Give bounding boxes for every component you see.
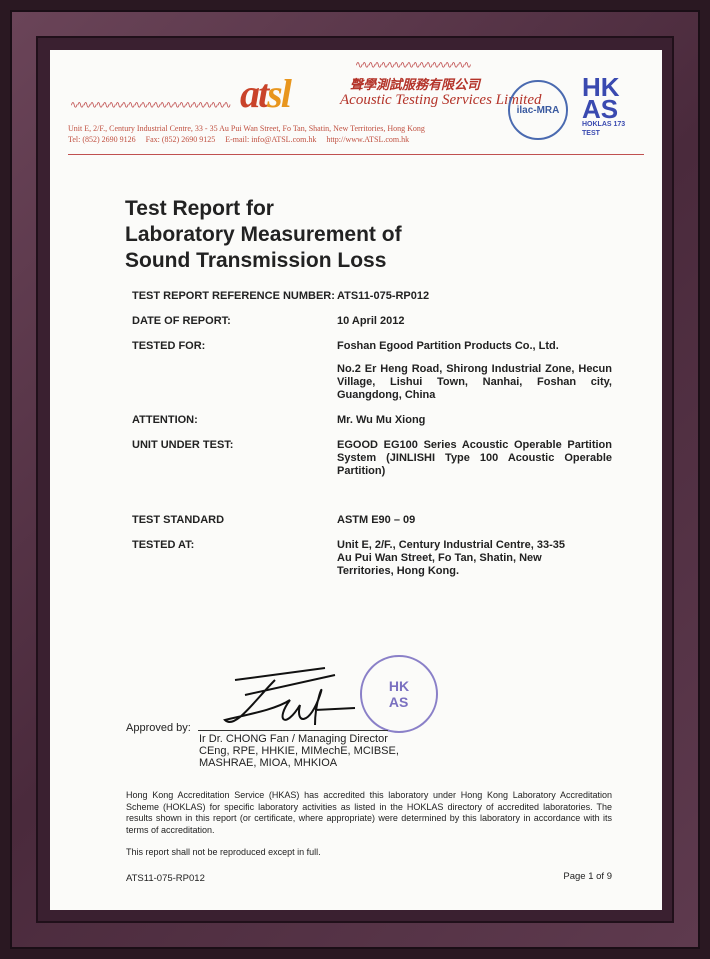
field-row: No.2 Er Heng Road, Shirong Industrial Zo… — [337, 363, 612, 401]
field-row: TESTED FOR: Foshan Egood Partition Produc… — [132, 340, 559, 352]
company-name-en: Acoustic Testing Services Limited — [340, 92, 542, 108]
address: Unit E, 2/F., Century Industrial Centre,… — [68, 124, 425, 133]
footer-reference: ATS11-075-RP012 — [126, 873, 205, 884]
certificate-page: ∿∿∿∿∿∿∿∿∿∿∿∿∿∿∿∿∿∿∿∿∿∿∿∿∿ ∿∿∿∿∿∿∿∿∿∿∿∿∿∿… — [50, 50, 662, 910]
atsl-logo: atsl — [240, 71, 292, 116]
contact: Tel: (852) 2690 9126 Fax: (852) 2690 912… — [68, 135, 410, 144]
approver-qualifications: CEng, RPE, HHKIE, MIMechE, MCIBSE, — [199, 745, 399, 757]
report-title: Test Report for Laboratory Measurement of… — [125, 197, 402, 272]
field-row: UNIT UNDER TEST: EGOOD EG100 Series Acous… — [132, 439, 612, 477]
report-fields: TEST REPORT REFERENCE NUMBER: ATS11-075-R… — [132, 290, 612, 590]
approved-by-label: Approved by: — [126, 722, 191, 734]
field-row: TEST STANDARD ASTM E90 – 09 — [132, 514, 416, 526]
letterhead: ∿∿∿∿∿∿∿∿∿∿∿∿∿∿∿∿∿∿∿∿∿∿∿∿∿ ∿∿∿∿∿∿∿∿∿∿∿∿∿∿… — [50, 50, 662, 162]
sound-wave-decoration: ∿∿∿∿∿∿∿∿∿∿∿∿∿∿∿∿∿∿∿∿∿∿∿∿∿ — [70, 100, 231, 111]
field-row: ATTENTION: Mr. Wu Mu Xiong — [132, 414, 426, 426]
field-row: TESTED AT: Unit E, 2/F., Century Industri… — [132, 539, 565, 577]
approver-qualifications: MASHRAE, MIOA, MHKIOA — [199, 757, 338, 769]
company-stamp: HK AS — [360, 655, 438, 733]
signature — [223, 667, 356, 726]
reproduction-notice: This report shall not be reproduced exce… — [126, 847, 321, 857]
approver-name: Ir Dr. CHONG Fan / Managing Director — [199, 733, 388, 745]
sound-wave-decoration: ∿∿∿∿∿∿∿∿∿∿∿∿∿∿∿∿∿∿ — [355, 60, 472, 71]
field-row: DATE OF REPORT: 10 April 2012 — [132, 315, 405, 327]
header-divider — [68, 154, 644, 155]
page-number: Page 1 of 9 — [563, 871, 612, 882]
hkas-logo: HK AS HOKLAS 173 TEST — [582, 72, 626, 137]
ilac-mra-logo: ilac-MRA — [508, 80, 568, 140]
field-row: TEST REPORT REFERENCE NUMBER: ATS11-075-R… — [132, 290, 430, 302]
accreditation-statement: Hong Kong Accreditation Service (HKAS) h… — [126, 790, 612, 835]
company-name-cn: 聲學測試服務有限公司 — [350, 78, 481, 93]
signature-line — [198, 730, 388, 731]
